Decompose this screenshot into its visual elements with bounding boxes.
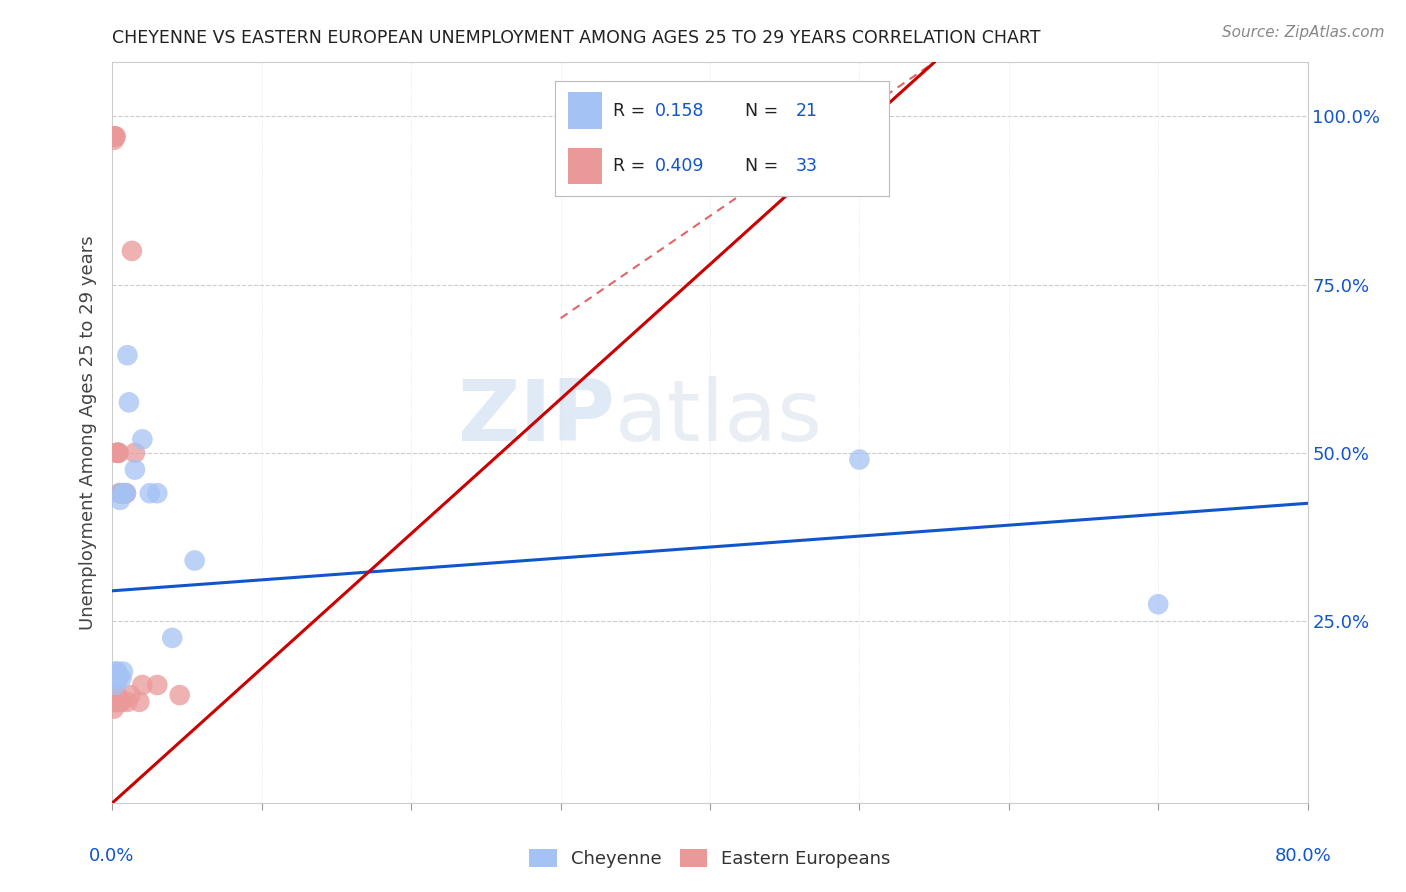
Point: [103, 133, 125, 147]
Text: Source: ZipAtlas.com: Source: ZipAtlas.com: [1222, 25, 1385, 40]
Point: [103, 671, 125, 685]
Point: [107, 695, 129, 709]
Text: ZIP: ZIP: [457, 376, 614, 459]
Point: [103, 695, 125, 709]
Point: [110, 671, 132, 685]
Point: [103, 688, 125, 702]
Text: 80.0%: 80.0%: [1275, 847, 1331, 865]
Point: [105, 446, 128, 460]
Point: [111, 665, 134, 679]
Point: [103, 129, 125, 144]
Point: [104, 129, 127, 144]
Point: [139, 486, 162, 500]
Point: [120, 688, 142, 702]
Point: [108, 486, 131, 500]
Point: [105, 695, 128, 709]
Point: [104, 129, 127, 144]
Point: [848, 452, 870, 467]
Point: [108, 486, 131, 500]
Point: [121, 244, 143, 258]
Point: [1147, 597, 1170, 611]
Point: [104, 695, 127, 709]
Point: [107, 671, 129, 685]
Point: [104, 688, 127, 702]
Point: [104, 678, 127, 692]
Point: [107, 446, 129, 460]
Point: [111, 486, 134, 500]
Point: [183, 553, 205, 567]
Point: [124, 446, 146, 460]
Point: [169, 688, 191, 702]
Point: [117, 348, 139, 362]
Point: [104, 665, 127, 679]
Point: [103, 701, 125, 715]
Point: [105, 665, 128, 679]
Point: [111, 486, 134, 500]
Point: [118, 395, 141, 409]
Point: [105, 688, 128, 702]
Point: [105, 446, 128, 460]
Point: [131, 678, 153, 692]
Text: 0.0%: 0.0%: [89, 847, 134, 865]
Point: [146, 678, 169, 692]
Point: [115, 486, 138, 500]
Point: [107, 446, 129, 460]
Point: [146, 486, 169, 500]
Point: [124, 462, 146, 476]
Point: [117, 695, 139, 709]
Point: [110, 695, 132, 709]
Point: [162, 631, 183, 645]
Point: [114, 486, 135, 500]
Point: [103, 129, 125, 144]
Point: [108, 486, 131, 500]
Point: [114, 486, 135, 500]
Text: atlas: atlas: [614, 376, 823, 459]
Point: [128, 695, 150, 709]
Text: CHEYENNE VS EASTERN EUROPEAN UNEMPLOYMENT AMONG AGES 25 TO 29 YEARS CORRELATION : CHEYENNE VS EASTERN EUROPEAN UNEMPLOYMEN…: [112, 29, 1040, 47]
Point: [108, 492, 131, 507]
Point: [131, 433, 153, 447]
Y-axis label: Unemployment Among Ages 25 to 29 years: Unemployment Among Ages 25 to 29 years: [79, 235, 97, 630]
Point: [108, 695, 131, 709]
Point: [115, 486, 138, 500]
Legend: Cheyenne, Eastern Europeans: Cheyenne, Eastern Europeans: [522, 841, 898, 875]
